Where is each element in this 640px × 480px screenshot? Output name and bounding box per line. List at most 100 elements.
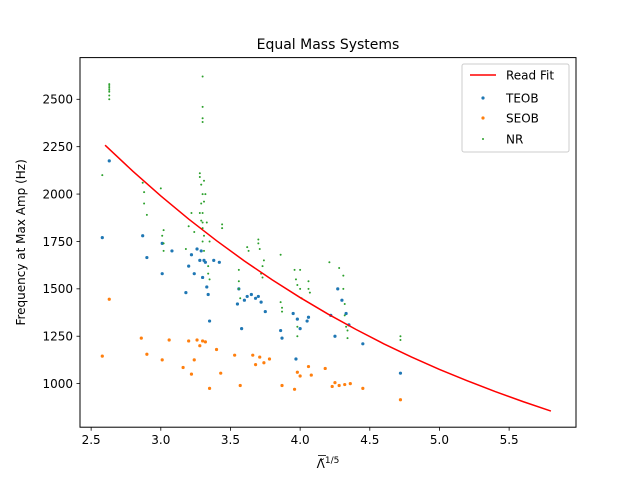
teob-point: [344, 311, 348, 316]
nr-point: [108, 98, 111, 101]
nr-point: [257, 238, 260, 241]
nr-point: [159, 187, 162, 190]
nr-point: [200, 202, 203, 205]
nr-point: [293, 268, 296, 271]
nr-point: [257, 242, 260, 245]
teob-point: [198, 258, 202, 263]
nr-point: [247, 249, 250, 252]
teob-point: [305, 319, 309, 323]
teob-point: [184, 291, 188, 295]
teob-point: [336, 287, 340, 291]
teob-point: [240, 327, 244, 331]
nr-point: [162, 229, 165, 232]
seob-point: [267, 357, 272, 361]
plot-frame: [79, 57, 577, 428]
nr-point: [258, 248, 261, 251]
teob-point: [170, 249, 174, 253]
seob-point: [251, 353, 255, 357]
seob-point: [323, 366, 327, 371]
nr-point: [307, 287, 310, 290]
seob-point: [343, 382, 347, 387]
nr-point: [399, 335, 402, 338]
x-tick-label: 2.5: [82, 433, 101, 447]
seob-point: [238, 383, 242, 388]
series-seob: [100, 297, 403, 402]
nr-point: [108, 85, 111, 88]
legend-label-fit: Read Fit: [506, 69, 554, 83]
teob-point: [295, 317, 299, 321]
nr-point: [198, 176, 201, 179]
nr-point: [184, 248, 187, 251]
teob-point: [141, 234, 145, 238]
nr-point: [345, 325, 348, 328]
plot-marks: [100, 75, 552, 412]
nr-point: [299, 287, 302, 290]
legend-label-teob: TEOB: [505, 92, 539, 106]
nr-point: [162, 249, 165, 252]
nr-point: [145, 213, 148, 216]
seob-point: [167, 338, 171, 342]
x-tick-label: 5.0: [430, 433, 449, 447]
seob-point: [207, 386, 212, 390]
nr-point: [294, 278, 297, 281]
legend-label-seob: SEOB: [506, 112, 539, 126]
seob-point: [333, 381, 337, 385]
nr-point: [203, 249, 205, 252]
teob-point: [398, 371, 403, 375]
seob-point: [233, 353, 237, 357]
teob-point: [207, 319, 212, 323]
nr-point: [261, 276, 264, 279]
nr-point: [207, 265, 210, 268]
y-tick-label: 1500: [42, 282, 73, 296]
seob-point: [145, 352, 149, 356]
teob-point: [291, 311, 295, 316]
nr-point: [143, 202, 146, 205]
seob-point: [258, 355, 262, 359]
nr-point: [205, 221, 208, 224]
nr-point: [162, 242, 165, 245]
teob-point: [199, 249, 203, 253]
seob-point: [262, 361, 266, 365]
nr-point: [198, 172, 201, 175]
x-axis-label-exponent: 1/5: [325, 456, 339, 466]
seob-point: [298, 374, 302, 378]
teob-point: [195, 247, 199, 251]
nr-point: [208, 278, 211, 281]
teob-point: [100, 236, 104, 240]
nr-point: [307, 280, 310, 283]
nr-point: [143, 191, 146, 194]
nr-point: [108, 90, 111, 93]
nr-point: [261, 265, 264, 268]
seob-point: [295, 370, 299, 374]
nr-point: [328, 261, 331, 264]
nr-point: [279, 301, 282, 304]
teob-point: [280, 336, 284, 340]
teob-point: [245, 294, 249, 299]
teob-point: [235, 302, 240, 306]
nr-point: [108, 94, 111, 97]
nr-point: [204, 193, 207, 196]
legend-teob-swatch: [481, 96, 485, 100]
nr-point: [161, 234, 164, 237]
seob-point: [214, 347, 219, 352]
nr-point: [201, 105, 204, 108]
nr-point: [201, 221, 204, 224]
teob-point: [160, 241, 164, 245]
seob-point: [189, 372, 194, 376]
seob-point: [398, 398, 403, 402]
seob-point: [192, 358, 196, 362]
nr-point: [338, 266, 341, 269]
nr-point: [299, 268, 302, 271]
nr-point: [221, 223, 224, 226]
teob-point: [206, 292, 210, 297]
chart-title: Equal Mass Systems: [257, 37, 400, 53]
legend-box: [461, 63, 570, 153]
fit-line: [104, 144, 552, 412]
nr-point: [108, 88, 111, 91]
series-nr: [101, 75, 402, 342]
nr-point: [342, 274, 345, 277]
teob-point: [205, 285, 209, 289]
teob-point: [192, 272, 196, 276]
legend-nr-swatch: [482, 138, 484, 140]
